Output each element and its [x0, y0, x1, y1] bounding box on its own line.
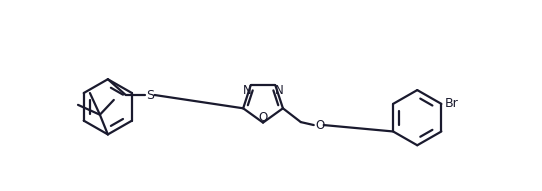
- Text: N: N: [242, 84, 251, 97]
- Text: S: S: [147, 88, 154, 101]
- Text: Br: Br: [444, 97, 458, 110]
- Text: O: O: [315, 119, 324, 132]
- Text: N: N: [275, 84, 283, 97]
- Text: O: O: [259, 111, 268, 124]
